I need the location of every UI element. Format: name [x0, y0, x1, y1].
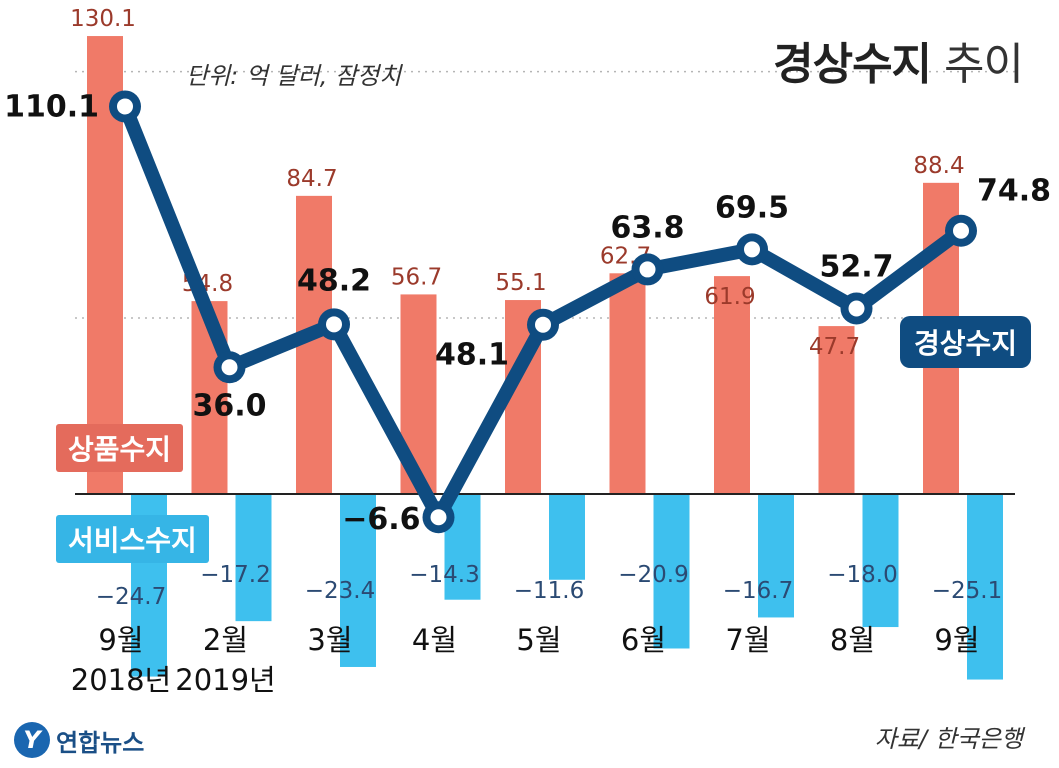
current-account-value-label: 52.7 — [819, 249, 893, 284]
x-tick-label: 9월 — [934, 623, 979, 657]
services-value-label: −14.3 — [409, 562, 479, 588]
legend-goods-tag: 상품수지 — [56, 424, 184, 472]
services-value-label: −25.1 — [932, 578, 1002, 604]
current-account-point-inner — [953, 222, 969, 239]
logo-text: 연합뉴스 — [56, 728, 145, 757]
x-tick-label: 7월 — [725, 623, 770, 657]
services-bar — [862, 494, 899, 628]
current-account-value-label: 74.8 — [977, 174, 1051, 209]
x-tick-label: 4월 — [412, 623, 457, 657]
current-account-line — [109, 90, 977, 534]
legend-current-account-tag: 경상수지 — [900, 316, 1032, 368]
current-account-value-label: 63.8 — [610, 210, 684, 245]
x-tick-label: 2월 — [203, 623, 248, 657]
current-account-point-inner — [639, 261, 656, 278]
services-value-label: −17.2 — [200, 562, 270, 588]
current-account-point-inner — [221, 359, 238, 376]
x-tick-label: 2019년 — [175, 663, 275, 697]
source-note: 자료/ 한국은행 — [874, 725, 1023, 753]
current-account-value-label: 48.2 — [297, 263, 371, 298]
current-account-value-label: 110.1 — [4, 89, 99, 124]
goods-value-label: 130.1 — [70, 6, 136, 32]
services-value-label: −23.4 — [305, 578, 375, 604]
services-bar — [340, 494, 376, 667]
x-tick-label: 9월 — [98, 623, 143, 657]
goods-bar — [609, 273, 646, 494]
services-bar — [967, 494, 1003, 680]
unit-note: 단위: 억 달러, 잠정치 — [186, 62, 402, 90]
x-tick-label: 8월 — [830, 623, 875, 657]
current-account-labels: 110.1 36.0 48.2 −6.6 48.1 63.8 69.5 52.7 74.8 — [4, 89, 1051, 537]
title-light: 추이 — [944, 39, 1024, 90]
goods-value-label: 88.4 — [913, 153, 964, 179]
x-axis-labels: 9월 2018년 2월 2019년 3월 4월 5월 6월 7월 8월 9월 — [71, 623, 980, 697]
goods-labels: 130.154.884.756.7 55.162.761.947.788.4 — [70, 6, 965, 360]
x-tick-label: 6월 — [621, 623, 666, 657]
current-account-point-inner — [430, 509, 447, 526]
goods-bar — [818, 326, 855, 494]
current-account-value-label: 36.0 — [192, 388, 266, 423]
services-bar — [758, 494, 794, 618]
x-tick-label: 2018년 — [71, 663, 171, 697]
services-labels: −24.7 −17.2 −23.4 −14.3 −11.6 −20.9 −16.7 −18.0… — [96, 562, 1002, 610]
current-account-value-label: 69.5 — [715, 190, 789, 225]
chart-title: 경상수지 추이 — [773, 28, 1024, 92]
current-account-point-inner — [326, 316, 342, 333]
goods-value-label: 47.7 — [809, 334, 860, 360]
yonhap-logo-icon: Y — [14, 722, 50, 758]
services-bar — [653, 494, 690, 649]
goods-bar — [714, 276, 750, 494]
services-value-label: −20.9 — [618, 562, 688, 588]
current-account-point-inner — [535, 316, 551, 333]
services-value-label: −16.7 — [723, 578, 793, 604]
current-account-point-inner — [848, 300, 865, 317]
current-account-value-label: −6.6 — [342, 502, 420, 537]
x-tick-label: 3월 — [307, 623, 352, 657]
title-bold: 경상수지 — [773, 39, 932, 90]
services-bar — [235, 494, 272, 622]
goods-value-label: 61.9 — [704, 284, 755, 310]
services-value-label: −11.6 — [514, 578, 584, 604]
x-tick-label: 5월 — [516, 623, 561, 657]
current-account-value-label: 48.1 — [435, 338, 509, 373]
services-value-label: −24.7 — [96, 584, 166, 610]
current-account-point-inner — [117, 98, 133, 115]
goods-value-label: 84.7 — [286, 166, 337, 192]
current-account-point-inner — [744, 241, 760, 258]
services-bar — [549, 494, 585, 580]
goods-value-label: 56.7 — [391, 264, 442, 290]
services-value-label: −18.0 — [827, 562, 897, 588]
yonhap-logo: Y 연합뉴스 — [14, 722, 144, 758]
legend-services-tag: 서비스수지 — [56, 515, 209, 563]
goods-value-label: 55.1 — [495, 270, 546, 296]
